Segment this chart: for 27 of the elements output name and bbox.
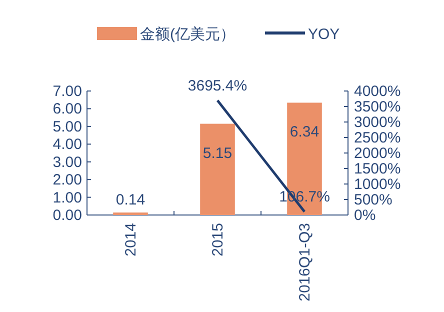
y2-tick-label: 1000% [354, 176, 401, 193]
y-tick-label: 1.00 [52, 189, 82, 206]
y-tick-label: 4.00 [52, 136, 82, 154]
y2-tick-label: 3000% [354, 114, 401, 131]
y-tick-label: 5.00 [52, 118, 82, 136]
y-tick-label: 6.00 [52, 100, 82, 118]
y-tick-label: 2.00 [52, 172, 82, 189]
data-label: 0.14 [116, 192, 146, 209]
y-tick-label: 7.00 [52, 83, 82, 100]
y2-tick-label: 500% [354, 192, 392, 208]
y2-tick-label: 2000% [354, 145, 401, 162]
y2-tick-label: 0% [354, 207, 376, 224]
data-label: 6.34 [290, 124, 320, 141]
bar [200, 124, 235, 215]
data-label: 3695.4% [188, 77, 248, 94]
data-label: 5.15 [202, 144, 232, 162]
x-tick-label: 2016Q1-Q3 [296, 223, 314, 302]
legend-label: 金额(亿美元） [140, 26, 235, 43]
y2-tick-label: 2500% [354, 130, 401, 146]
y2-tick-label: 4000% [354, 83, 401, 100]
y-tick-label: 3.00 [52, 154, 82, 171]
y2-tick-label: 3500% [354, 98, 401, 116]
y2-tick-label: 1500% [354, 160, 401, 178]
legend-label: YOY [308, 26, 340, 43]
x-tick-label: 2014 [122, 223, 140, 256]
x-tick-label: 2015 [210, 223, 226, 256]
y-tick-label: 0.00 [52, 207, 82, 224]
